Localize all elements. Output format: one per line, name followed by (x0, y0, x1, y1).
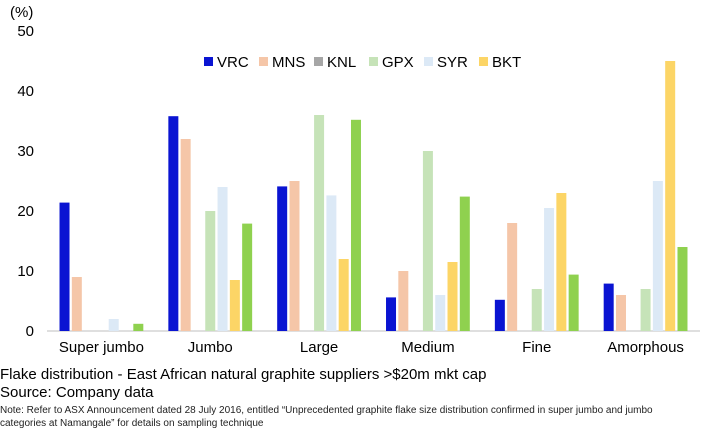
bar-mns-amorphous (615, 295, 626, 331)
bar-mns-fine (507, 223, 518, 331)
bar-vrc-medium (386, 297, 397, 331)
bar-gpx-jumbo (205, 211, 216, 331)
x-tick-label: Amorphous (607, 339, 684, 356)
bar-gpx-large (314, 115, 325, 331)
x-tick-label: Medium (401, 339, 454, 356)
bar-vrc-fine (494, 299, 505, 331)
footnote: Note: Refer to ASX Announcement dated 28… (0, 405, 653, 429)
bar-bkt-jumbo (229, 280, 240, 331)
legend-label-bkt: BKT (492, 54, 521, 71)
x-tick-label: Jumbo (188, 339, 233, 356)
bar-syr-medium (435, 295, 446, 331)
y-tick-label: 20 (17, 203, 34, 220)
bar-mns-jumbo (180, 139, 191, 331)
x-tick-label: Large (300, 339, 338, 356)
legend-swatch-gpx (369, 57, 378, 66)
legend-label-vrc: VRC (217, 54, 249, 71)
legend: VRC MNS KNL GPX SYR BKT (204, 54, 521, 71)
bar-vrc-amorphous (603, 283, 614, 331)
bars (59, 61, 688, 331)
x-tick-label: Super jumbo (59, 339, 144, 356)
bar-series-7-fine (568, 274, 579, 331)
y-tick-label: 10 (17, 263, 34, 280)
bar-series-7-super-jumbo (133, 323, 144, 331)
bar-mns-super-jumbo (71, 277, 82, 331)
bar-series-7-amorphous (677, 247, 688, 331)
bar-gpx-medium (422, 151, 433, 331)
bar-chart: (%) 0 10 20 30 40 50 Super jumbo Jumbo Large Med… (10, 4, 700, 356)
y-axis-ticks: 0 10 20 30 40 50 (17, 23, 34, 340)
bar-gpx-amorphous (640, 289, 651, 331)
bar-syr-amorphous (652, 181, 663, 331)
y-tick-label: 50 (17, 23, 34, 40)
y-axis-unit-label: (%) (10, 4, 33, 21)
bar-bkt-fine (556, 193, 567, 331)
legend-label-gpx: GPX (382, 54, 414, 71)
bar-bkt-medium (447, 262, 458, 331)
x-tick-label: Fine (522, 339, 551, 356)
legend-swatch-mns (259, 57, 268, 66)
x-axis-labels: Super jumbo Jumbo Large Medium Fine Amorphous (59, 339, 684, 356)
legend-swatch-bkt (479, 57, 488, 66)
y-tick-label: 0 (26, 323, 34, 340)
bar-syr-fine (544, 208, 555, 331)
bar-bkt-large (338, 259, 349, 331)
bar-bkt-amorphous (665, 61, 676, 331)
bar-series-7-large (350, 119, 361, 331)
bar-series-7-jumbo (242, 223, 253, 331)
source-line: Source: Company data (0, 384, 154, 401)
legend-swatch-vrc (204, 57, 213, 66)
figure-caption: Flake distribution - East African natura… (0, 366, 487, 383)
bar-series-7-medium (459, 196, 470, 331)
legend-label-knl: KNL (327, 54, 356, 71)
y-tick-label: 40 (17, 83, 34, 100)
bar-mns-large (289, 181, 300, 331)
bar-mns-medium (398, 271, 409, 331)
bar-vrc-super-jumbo (59, 202, 70, 331)
legend-label-syr: SYR (437, 54, 468, 71)
legend-swatch-knl (314, 57, 323, 66)
legend-label-mns: MNS (272, 54, 305, 71)
bar-syr-jumbo (217, 187, 228, 331)
bar-vrc-large (277, 186, 288, 331)
y-tick-label: 30 (17, 143, 34, 160)
bar-syr-super-jumbo (108, 319, 119, 331)
bar-syr-large (326, 195, 337, 331)
bar-gpx-fine (531, 289, 542, 331)
bar-vrc-jumbo (168, 116, 179, 331)
legend-swatch-syr (424, 57, 433, 66)
